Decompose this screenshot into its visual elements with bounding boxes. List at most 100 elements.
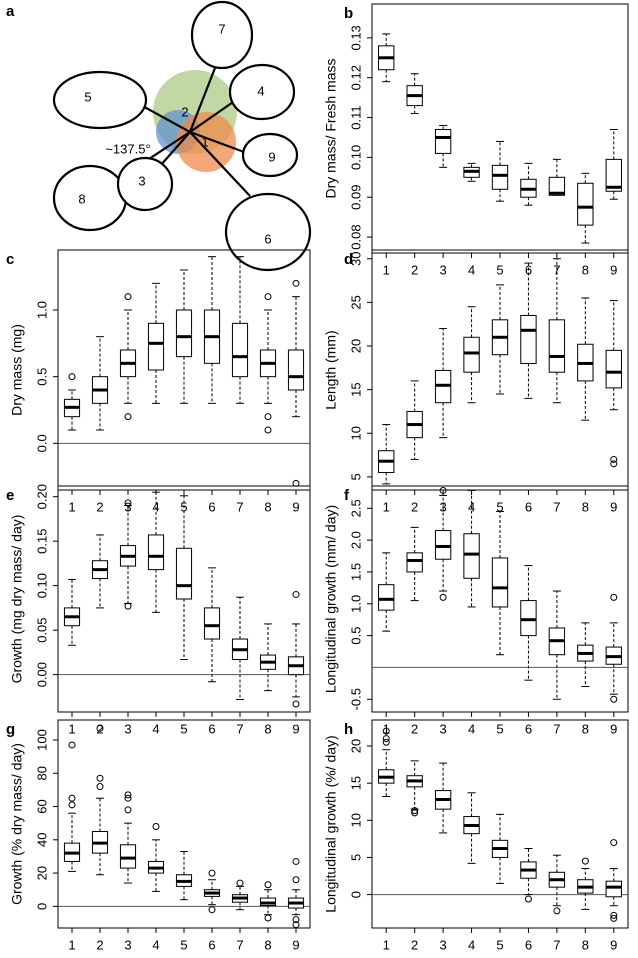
outlier: [439, 486, 447, 494]
x-tick-label: 7: [236, 937, 243, 952]
box: [175, 547, 193, 600]
y-tick-label: 15: [348, 776, 363, 790]
y-tick-label: 0.13: [348, 25, 363, 50]
box: [119, 844, 137, 869]
outlier: [292, 921, 300, 929]
y-tick-label: 20: [348, 739, 363, 753]
x-tick-label: 1: [383, 499, 390, 514]
box: [231, 322, 249, 378]
panel-label: e: [6, 487, 14, 504]
panel-a: a 1 2 3 4 5 6 7 8 9 ~137.5°: [6, 0, 312, 272]
x-tick-label: 9: [610, 721, 617, 736]
y-tick-label: 25: [348, 295, 363, 309]
box: [605, 880, 622, 898]
outlier: [236, 879, 244, 887]
x-tick-label: 9: [292, 499, 299, 514]
outlier: [68, 801, 76, 809]
y-tick-label: 0.11: [348, 105, 363, 129]
panel-label: h: [344, 721, 353, 738]
outlier: [610, 593, 618, 601]
outlier: [411, 809, 419, 817]
outlier: [439, 593, 447, 601]
y-tick-label: 80: [34, 766, 49, 780]
x-tick-label: 3: [439, 721, 446, 736]
leaf: [52, 70, 148, 130]
x-tick-label: 2: [96, 937, 103, 952]
x-tick-label: 9: [610, 499, 617, 514]
box: [463, 336, 480, 373]
x-tick-label: 8: [582, 499, 589, 514]
x-tick-label: 7: [553, 262, 560, 277]
outlier: [610, 695, 618, 703]
x-tick-label: 8: [264, 721, 271, 736]
outlier: [382, 727, 390, 735]
outlier: [124, 413, 132, 421]
box: [434, 128, 452, 154]
leaf: [241, 132, 299, 178]
x-tick-label: 4: [152, 721, 159, 736]
y-tick-label: 1.0: [348, 595, 363, 613]
panel-label: a: [6, 3, 15, 20]
panel-label: f: [344, 487, 350, 504]
x-tick-label: 6: [208, 499, 215, 514]
x-tick-label: 1: [68, 721, 75, 736]
x-tick-label: 3: [439, 499, 446, 514]
y-tick-label: 0.15: [34, 529, 49, 554]
x-tick-label: 3: [439, 937, 446, 952]
outlier: [610, 911, 618, 919]
leaf: [52, 164, 128, 232]
outlier: [124, 602, 132, 610]
box: [491, 557, 509, 608]
box: [463, 533, 480, 579]
x-tick-label: 8: [264, 499, 271, 514]
outlier: [610, 914, 618, 922]
outlier: [124, 293, 132, 301]
x-tick-label: 4: [468, 937, 475, 952]
x-tick-label: 8: [582, 721, 589, 736]
x-tick-label: 5: [496, 937, 503, 952]
box: [406, 552, 423, 573]
outlier: [124, 499, 132, 507]
y-tick-label: 0.5: [34, 368, 49, 386]
y-tick-label: 0: [34, 903, 49, 910]
x-tick-label: 1: [68, 499, 75, 514]
x-tick-label: 4: [468, 262, 475, 277]
x-tick-label: 2: [411, 499, 418, 514]
x-tick-label: 1: [68, 937, 75, 952]
y-axis-label: Growth (% dry mass/ day): [9, 743, 25, 905]
x-tick-label: 7: [236, 721, 243, 736]
y-tick-label: 40: [34, 833, 49, 847]
box: [548, 319, 566, 373]
y-tick-label: 10: [348, 426, 363, 440]
x-tick-label: 7: [553, 937, 560, 952]
x-tick-label: 8: [582, 937, 589, 952]
y-tick-label: 15: [348, 382, 363, 396]
y-tick-label: 0: [348, 891, 363, 898]
box: [605, 349, 622, 389]
leaf-label: 3: [138, 173, 145, 188]
box: [287, 349, 305, 391]
outlier: [264, 413, 272, 421]
leaf-label: 5: [84, 89, 91, 104]
box: [520, 314, 537, 364]
outlier: [382, 738, 390, 746]
outlier: [292, 479, 300, 487]
box: [548, 176, 566, 196]
outlier: [124, 791, 132, 799]
leaf: [224, 192, 312, 272]
x-tick-label: 2: [411, 937, 418, 952]
box: [577, 182, 594, 226]
outlier: [152, 822, 160, 830]
angle-label: ~137.5°: [105, 141, 150, 156]
box: [147, 534, 165, 571]
x-tick-label: 4: [468, 721, 475, 736]
leaf: [190, 0, 254, 70]
y-tick-label: 2.0: [348, 531, 363, 549]
x-tick-label: 7: [236, 499, 243, 514]
outlier: [610, 460, 618, 468]
x-tick-label: 6: [525, 721, 532, 736]
y-axis-label: Longitudinal growth (mm/ day): [323, 505, 339, 693]
x-tick-label: 9: [610, 937, 617, 952]
x-tick-label: 2: [96, 721, 103, 736]
